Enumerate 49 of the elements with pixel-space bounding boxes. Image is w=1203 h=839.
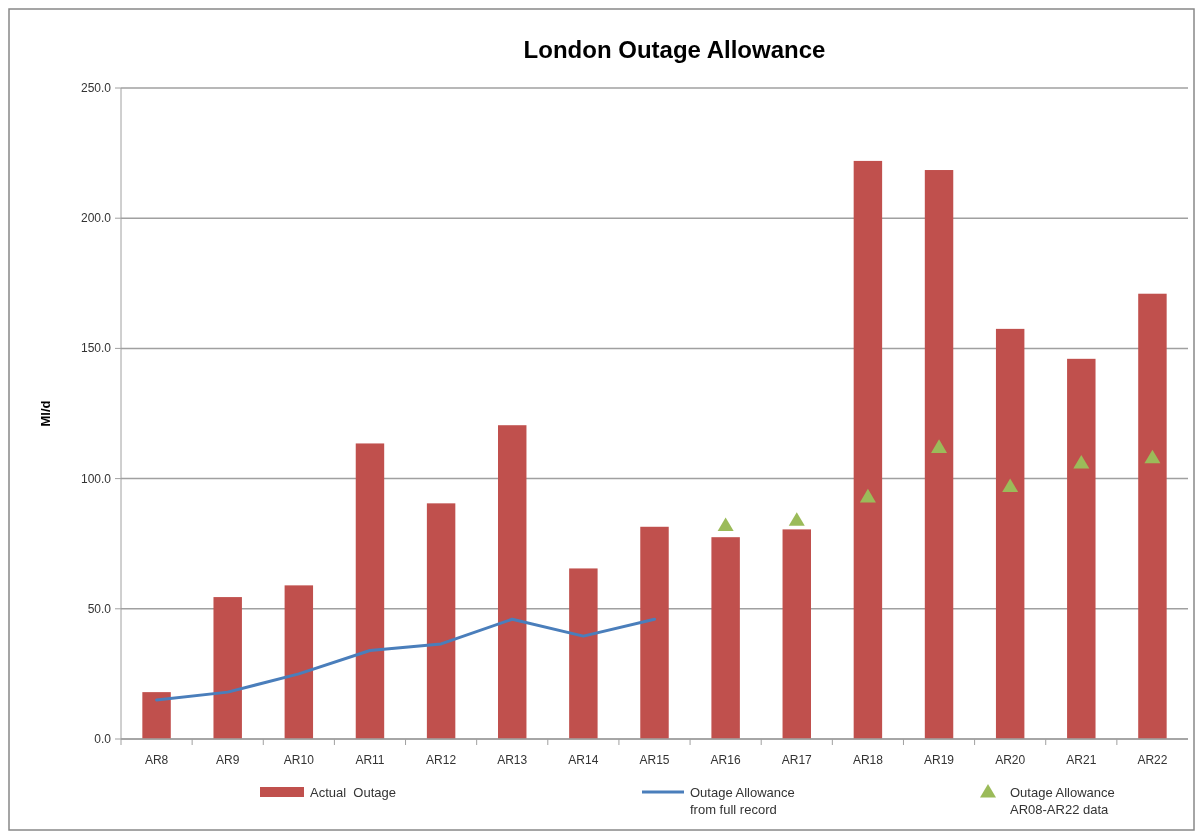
x-tick-label: AR18 [852, 753, 884, 767]
x-tick-label: AR20 [995, 753, 1026, 767]
bar [782, 529, 811, 739]
bar [640, 526, 669, 739]
bar [924, 170, 954, 739]
bar [1067, 358, 1096, 739]
y-tick-label: 200.0 [80, 211, 112, 226]
bar [995, 328, 1025, 739]
point [717, 517, 734, 532]
x-tick-label: AR22 [1137, 753, 1168, 767]
legend-label: Outage Allowance AR08-AR22 data [1010, 785, 1115, 817]
legend-label: Outage Allowance from full record [690, 785, 795, 817]
y-tick-label: 250.0 [80, 81, 112, 95]
bar [213, 597, 242, 739]
bar [284, 585, 314, 739]
x-tick-label: AR8 [144, 753, 169, 767]
x-tick-label: AR10 [283, 753, 315, 767]
line-series [155, 617, 656, 702]
point [931, 439, 948, 453]
point [1144, 449, 1161, 464]
legend-label: Actual Outage [310, 785, 396, 800]
bar [142, 692, 171, 739]
bar [569, 568, 598, 739]
point [859, 488, 876, 503]
x-tick-label: AR11 [355, 753, 385, 767]
y-tick-label: 100.0 [80, 471, 112, 486]
bar [711, 537, 740, 739]
y-axis-title: Ml/d [38, 400, 53, 427]
x-tick-label: AR21 [1066, 753, 1097, 767]
bar [426, 503, 456, 739]
y-tick-label: 150.0 [80, 341, 112, 356]
bar [853, 160, 883, 739]
bar [355, 443, 385, 739]
chart-title: London Outage Allowance [523, 36, 826, 63]
x-tick-label: AR12 [426, 753, 457, 767]
x-tick-label: AR17 [781, 753, 813, 767]
y-tick-label: 50.0 [87, 601, 112, 616]
x-tick-label: AR19 [924, 753, 955, 767]
point [1073, 454, 1090, 469]
bar [1138, 293, 1167, 739]
point [788, 512, 805, 526]
point [1002, 478, 1019, 493]
x-tick-label: AR14 [568, 753, 599, 767]
x-tick-label: AR15 [639, 753, 670, 767]
x-tick-label: AR9 [216, 753, 240, 767]
x-tick-label: AR16 [710, 753, 741, 767]
bar [498, 425, 527, 739]
y-tick-label: 0.0 [94, 732, 112, 746]
x-tick-label: AR13 [497, 753, 528, 767]
